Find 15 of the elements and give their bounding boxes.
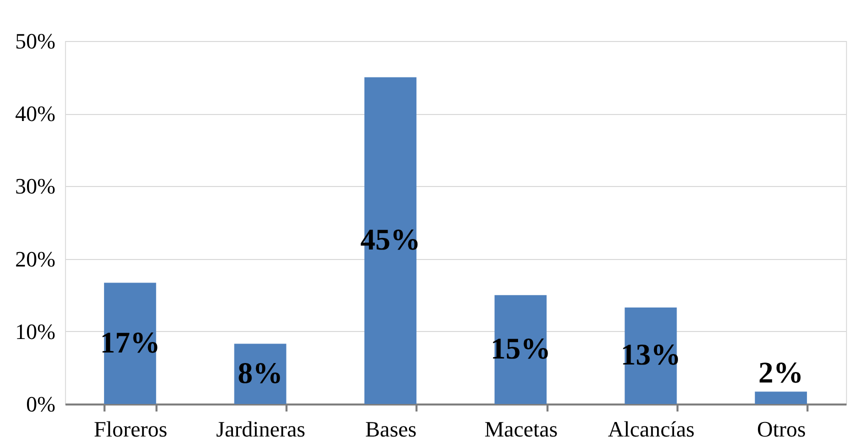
data-label: 2%	[758, 356, 804, 390]
x-tick-label: Floreros	[94, 416, 168, 442]
y-tick-label: 0%	[26, 392, 56, 416]
y-tick-label: 20%	[15, 246, 56, 272]
y-tick-label: 50%	[15, 28, 56, 54]
y-tick-label: 40%	[15, 101, 56, 126]
bar	[754, 392, 807, 404]
y-tick-label: 30%	[15, 174, 56, 199]
x-tick-label: Otros	[756, 416, 806, 442]
x-tick-label: Jardineras	[216, 416, 306, 442]
x-tick-label: Bases	[365, 416, 417, 442]
y-tick-label: 10%	[15, 318, 56, 344]
x-tick-label: Alcancías	[608, 416, 695, 442]
x-tick-label: Macetas	[484, 416, 558, 442]
data-label: 8%	[238, 356, 283, 390]
